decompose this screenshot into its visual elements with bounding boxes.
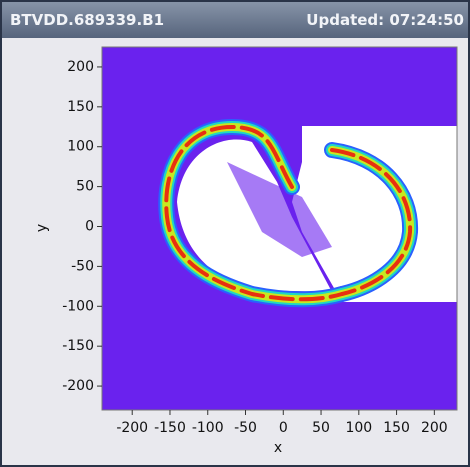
y-tick-label: 150 [67,99,94,115]
y-tick-label: -150 [62,338,94,354]
x-tick-label: 50 [312,420,330,436]
y-tick-label: 0 [85,219,94,235]
chart: x y -200-150-100-50050100150200-200-150-… [2,2,468,465]
x-tick-label: 0 [279,420,288,436]
y-tick-label: -100 [62,298,94,314]
x-tick-label: 200 [421,420,448,436]
y-tick-label: 200 [67,59,94,75]
x-tick-label: 100 [345,420,372,436]
x-tick-label: -100 [192,420,224,436]
y-tick-label: -200 [62,378,94,394]
beam-image [102,47,457,410]
x-tick-label: -200 [116,420,148,436]
y-tick-label: -50 [71,258,94,274]
x-tick-label: -150 [154,420,186,436]
x-tick-label: -50 [234,420,257,436]
y-tick-label: 50 [76,179,94,195]
x-tick-label: 150 [383,420,410,436]
window: BTVDD.689339.B1 Updated: 07:24:50 x y -2… [0,0,470,467]
y-axis-label: y [34,224,50,232]
x-axis-label: x [274,440,282,456]
y-tick-label: 100 [67,139,94,155]
page: BTVDD.689339.B1 Updated: 07:24:50 x y -2… [0,0,470,467]
